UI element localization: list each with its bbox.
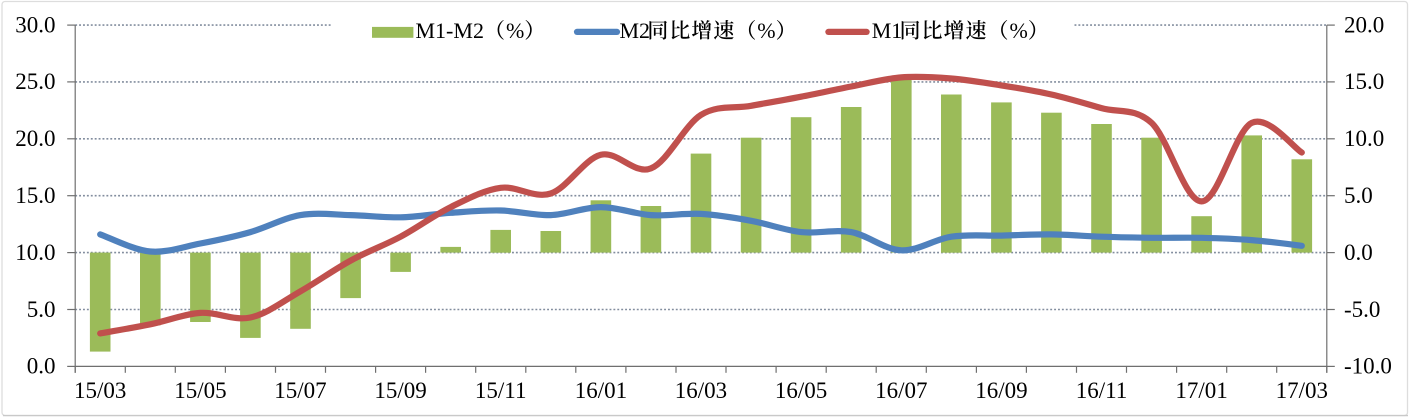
- svg-text:15/05: 15/05: [174, 378, 226, 403]
- svg-text:%: %: [1010, 18, 1028, 43]
- svg-text:5.0: 5.0: [1344, 183, 1373, 208]
- svg-text:16/05: 16/05: [775, 378, 827, 403]
- svg-text:0.0: 0.0: [27, 354, 56, 379]
- svg-text:17/01: 17/01: [1175, 378, 1227, 403]
- svg-text:30.0: 30.0: [15, 12, 55, 37]
- svg-text:20.0: 20.0: [1344, 12, 1384, 37]
- svg-text:-10.0: -10.0: [1344, 354, 1392, 379]
- svg-text:15/09: 15/09: [374, 378, 426, 403]
- svg-text:10.0: 10.0: [1344, 126, 1384, 151]
- svg-text:20.0: 20.0: [15, 126, 55, 151]
- svg-text:16/09: 16/09: [975, 378, 1027, 403]
- svg-text:16/03: 16/03: [675, 378, 727, 403]
- svg-text:10.0: 10.0: [15, 240, 55, 265]
- svg-text:15/11: 15/11: [475, 378, 527, 403]
- svg-text:M2: M2: [620, 18, 651, 43]
- svg-text:16/01: 16/01: [575, 378, 627, 403]
- svg-text:M1-M2: M1-M2: [416, 18, 484, 43]
- svg-text:-5.0: -5.0: [1344, 297, 1380, 322]
- svg-text:15.0: 15.0: [15, 183, 55, 208]
- svg-text:%: %: [506, 18, 524, 43]
- svg-text:0.0: 0.0: [1344, 240, 1373, 265]
- svg-text:5.0: 5.0: [27, 297, 56, 322]
- svg-text:16/07: 16/07: [875, 378, 927, 403]
- svg-text:25.0: 25.0: [15, 69, 55, 94]
- svg-text:15/07: 15/07: [274, 378, 326, 403]
- svg-text:15/03: 15/03: [74, 378, 126, 403]
- svg-text:%: %: [757, 18, 775, 43]
- svg-text:15.0: 15.0: [1344, 69, 1384, 94]
- svg-text:17/03: 17/03: [1276, 378, 1328, 403]
- svg-text:16/11: 16/11: [1076, 378, 1128, 403]
- svg-text:M1: M1: [872, 18, 903, 43]
